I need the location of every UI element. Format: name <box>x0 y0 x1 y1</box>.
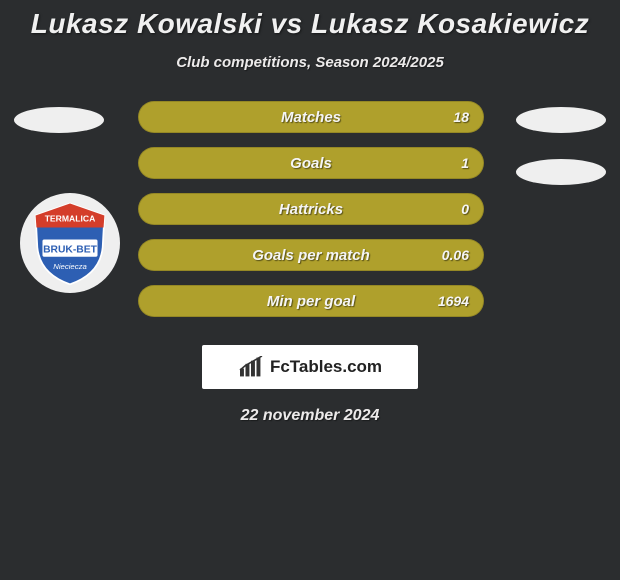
stat-value: 1694 <box>438 286 469 316</box>
stat-label: Matches <box>139 102 483 132</box>
team-badge-icon: TERMALICA BRUK-BET Nieciecza <box>27 200 113 286</box>
comparison-panel: TERMALICA BRUK-BET Nieciecza Matches18 Go… <box>0 101 620 331</box>
stat-value: 0 <box>461 194 469 224</box>
stat-value: 0.06 <box>442 240 469 270</box>
footer-brand-text: FcTables.com <box>270 357 382 377</box>
stat-bars: Matches18 Goals1 Hattricks0 Goals per match… <box>138 101 484 331</box>
stat-value: 1 <box>461 148 469 178</box>
date-text: 22 november 2024 <box>0 407 620 425</box>
subtitle: Club competitions, Season 2024/2025 <box>0 54 620 71</box>
stat-row: Goals1 <box>138 147 484 179</box>
player-left-shadow-top <box>14 107 104 133</box>
badge-top-text: TERMALICA <box>45 214 96 224</box>
stat-label: Goals <box>139 148 483 178</box>
badge-sub-text: Nieciecza <box>53 262 87 271</box>
stat-row: Matches18 <box>138 101 484 133</box>
player-right-shadow-top <box>516 107 606 133</box>
stat-value: 18 <box>453 102 469 132</box>
stat-label: Min per goal <box>139 286 483 316</box>
stat-label: Hattricks <box>139 194 483 224</box>
page-title: Lukasz Kowalski vs Lukasz Kosakiewicz <box>0 0 620 40</box>
stat-row: Goals per match0.06 <box>138 239 484 271</box>
chart-icon <box>238 356 264 378</box>
stat-label: Goals per match <box>139 240 483 270</box>
footer-brand: FcTables.com <box>202 345 418 389</box>
stat-row: Min per goal1694 <box>138 285 484 317</box>
player-right-shadow-bottom <box>516 159 606 185</box>
stat-row: Hattricks0 <box>138 193 484 225</box>
badge-mid-text: BRUK-BET <box>43 244 98 255</box>
